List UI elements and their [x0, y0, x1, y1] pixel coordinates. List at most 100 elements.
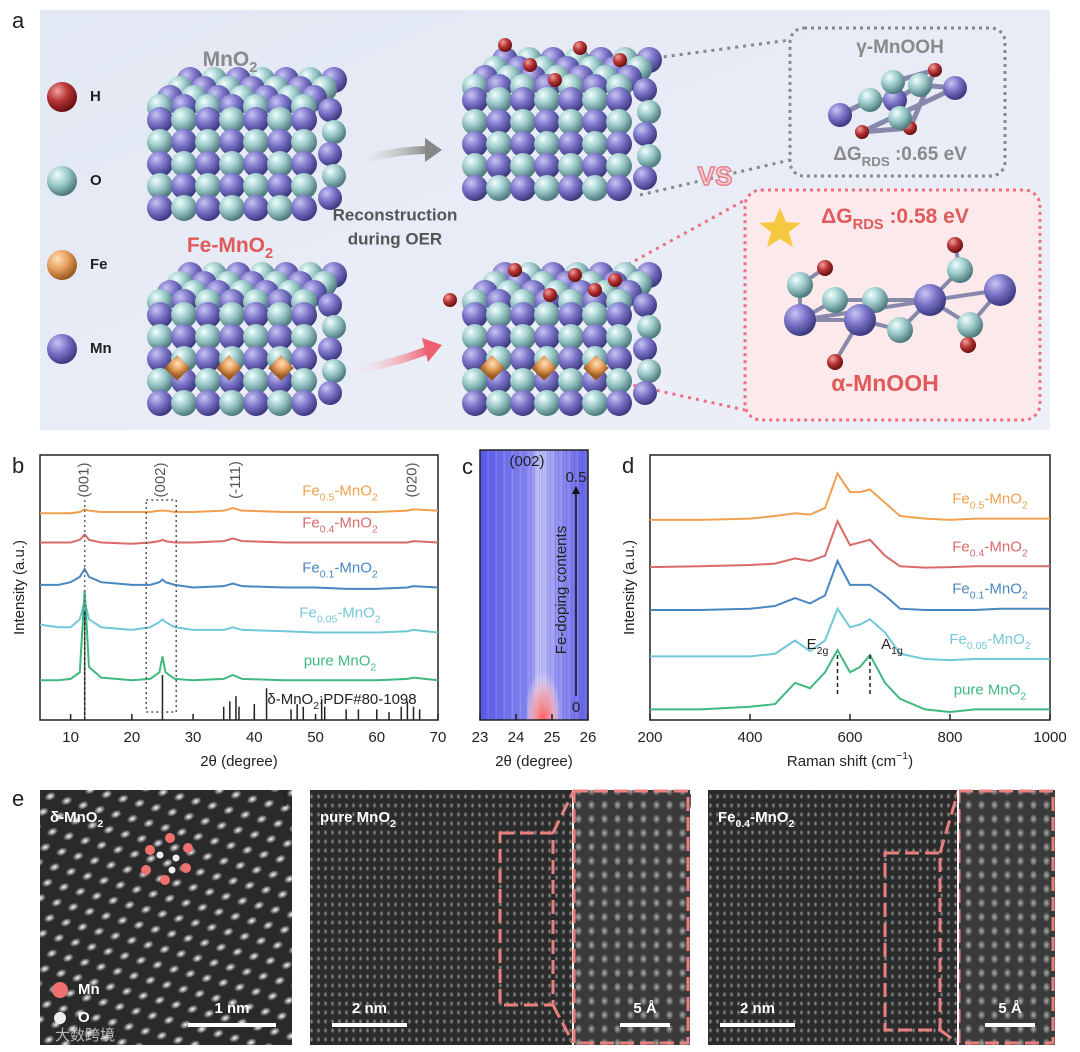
text-part: pure MnO: [320, 809, 390, 826]
atom: [822, 287, 848, 313]
series-label: Fe0.1-MnO2: [302, 559, 378, 580]
atom: [147, 302, 173, 328]
atom: [855, 125, 869, 139]
text-part: 2: [1025, 640, 1031, 652]
atom: [243, 129, 269, 155]
atom: [558, 175, 584, 201]
image-title: Fe0.4-MnO2: [718, 809, 794, 830]
atom: [582, 153, 608, 179]
atom: [219, 173, 245, 199]
text-part: Fe: [302, 514, 320, 531]
atom: [510, 153, 536, 179]
atom: [322, 359, 346, 383]
atom: [984, 274, 1016, 306]
plot-frame: [479, 449, 589, 721]
atom: [523, 58, 537, 72]
text-part: 2g: [817, 645, 829, 657]
atom: [543, 288, 557, 302]
atom: [147, 107, 173, 133]
text-part: -MnO: [334, 559, 372, 576]
scale-label: 5 Å: [998, 1000, 1022, 1017]
atom: [558, 324, 584, 350]
star: [759, 208, 801, 247]
arrow: [343, 146, 429, 169]
atom: [510, 109, 536, 135]
panel-letter: e: [12, 786, 24, 811]
atom: [606, 153, 632, 179]
peak-box: [145, 499, 177, 713]
peak-label: (002): [509, 453, 544, 470]
atom: [828, 103, 852, 127]
fe-atom: [164, 355, 190, 381]
atom: [606, 324, 632, 350]
text-part: Fe: [949, 631, 967, 648]
atom: [462, 175, 488, 201]
series-line: [650, 471, 1050, 521]
series-line: [40, 590, 439, 682]
atom: [582, 131, 608, 157]
atom: [219, 107, 245, 133]
atom: [606, 302, 632, 328]
atom: [195, 107, 221, 133]
atom: [291, 129, 317, 155]
x-axis-label: 2θ (degree): [200, 753, 278, 770]
vs-label: VS: [698, 161, 733, 191]
atom: [486, 175, 512, 201]
reference-label: δ-MnO2:PDF#80-1098: [267, 691, 416, 712]
atom: [947, 237, 963, 253]
series-line: [40, 506, 439, 515]
series-label: Fe0.5-MnO2: [952, 491, 1028, 512]
panel-letter: a: [12, 8, 25, 33]
text-part: :PDF#80-1098: [319, 691, 417, 708]
series-label: Fe0.1-MnO2: [952, 581, 1028, 602]
atom: [887, 317, 913, 343]
atom: [558, 390, 584, 416]
atom: [243, 107, 269, 133]
text-part: 2: [370, 661, 376, 673]
text-part: Fe: [952, 581, 970, 598]
text-part: MnO: [203, 48, 250, 71]
atom-marker: [183, 843, 193, 853]
y-tick-label: 0.5: [566, 469, 587, 486]
alpha-energy: ΔGRDS :0.58 eV: [821, 205, 969, 233]
atom: [243, 368, 269, 394]
text-part: 0.05: [317, 613, 338, 625]
atom: [787, 272, 813, 298]
atom: [291, 368, 317, 394]
cubes: [147, 38, 662, 416]
text-part: -MnO: [334, 483, 372, 500]
text-part: -MnO: [984, 538, 1022, 555]
x-tick-label: 25: [544, 729, 561, 746]
x-tick-label: 60: [368, 729, 385, 746]
atom-marker: [141, 865, 151, 875]
atom: [486, 324, 512, 350]
atom: [462, 302, 488, 328]
text-part: 2: [390, 818, 396, 830]
scale-label: 5 Å: [633, 1000, 657, 1017]
atom: [318, 381, 342, 405]
fe-mno2-label: Fe-MnO2: [187, 234, 273, 262]
peak-label: (-111): [227, 461, 244, 499]
atom: [219, 390, 245, 416]
atom: [534, 324, 560, 350]
text-part: RDS: [853, 217, 884, 233]
atom: [462, 368, 488, 394]
text-part: 0.5: [970, 499, 985, 511]
atom: [322, 164, 346, 188]
atom: [267, 151, 293, 177]
atom: [633, 78, 657, 102]
arrowhead: [422, 338, 442, 362]
atom: [147, 151, 173, 177]
atom: [195, 390, 221, 416]
atom: [606, 175, 632, 201]
scale-label: 1 nm: [214, 1000, 249, 1017]
text-part: Fe: [718, 809, 736, 826]
text-part: 0.4: [736, 818, 751, 830]
legend-atom: [47, 334, 77, 364]
series-label: Fe0.4-MnO2: [952, 538, 1028, 559]
atom: [318, 186, 342, 210]
x-tick-label: 30: [185, 729, 202, 746]
text-part: ): [908, 753, 913, 770]
atom: [957, 312, 983, 338]
text-part: 0.1: [320, 568, 335, 580]
